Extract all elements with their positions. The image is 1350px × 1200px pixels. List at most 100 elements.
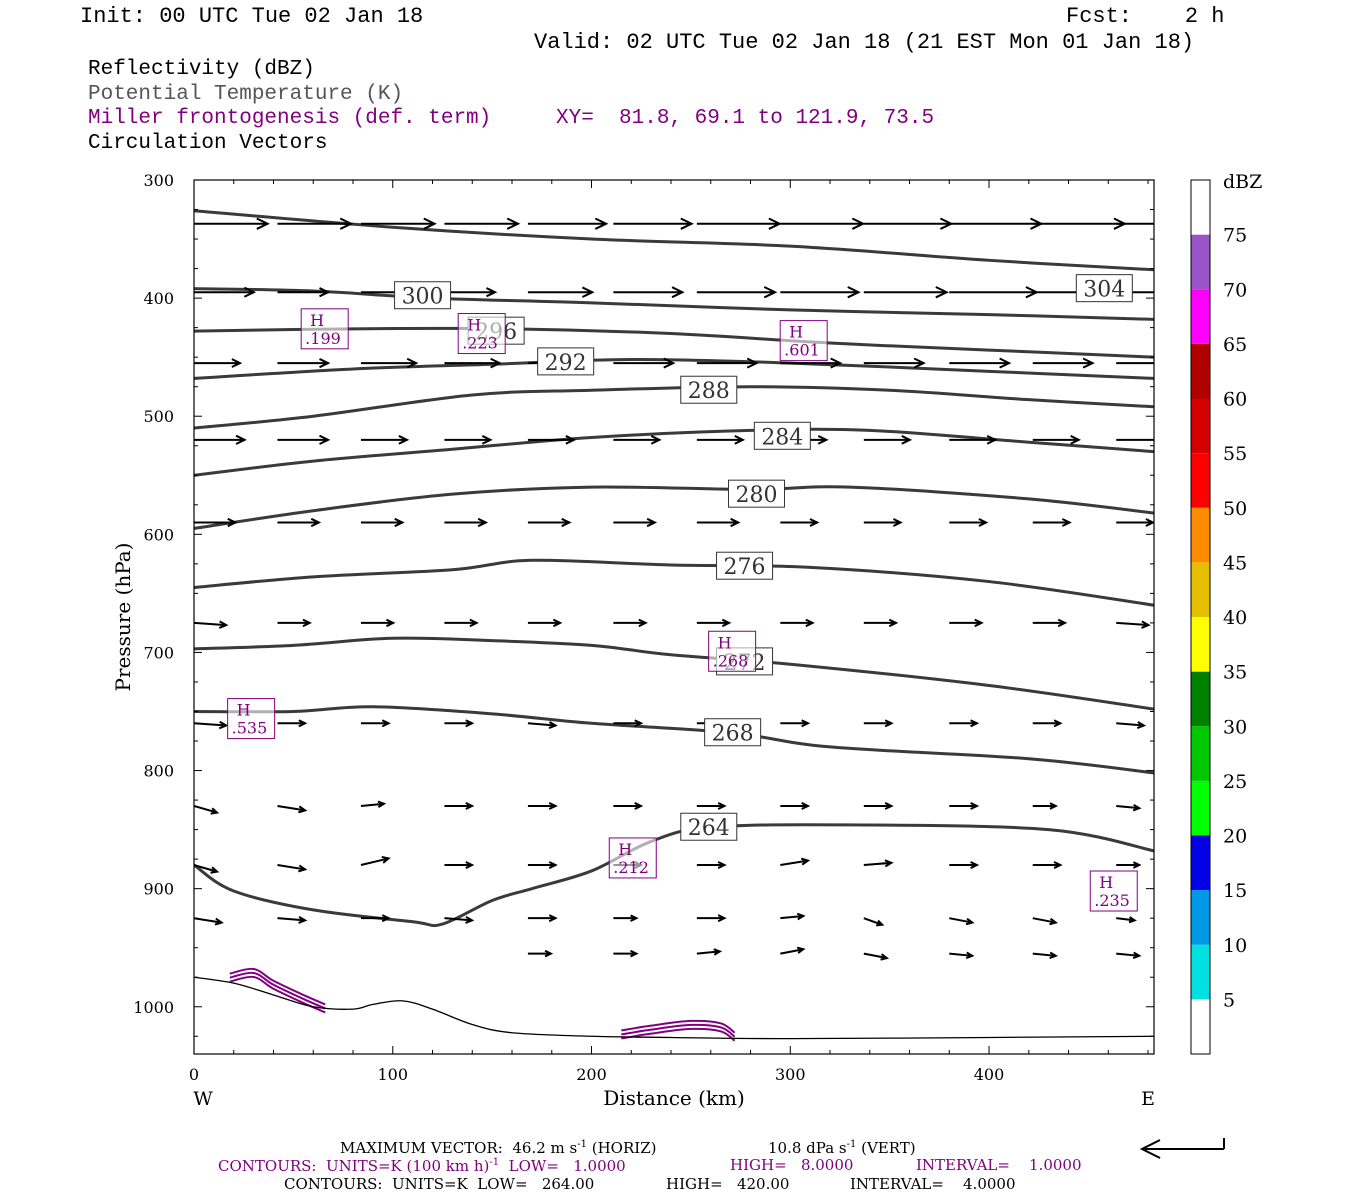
x-tick-label-100: 100	[377, 1065, 408, 1084]
footer-theta-contours: CONTOURS: UNITS=K LOW= 264.00	[284, 1175, 595, 1193]
vector-9-1	[277, 915, 308, 924]
x-tick-label-300: 300	[775, 1065, 806, 1084]
vector-5-4	[527, 618, 563, 628]
vector-6-1	[277, 719, 308, 728]
vector-10-5	[613, 949, 639, 958]
vector-2-6	[696, 357, 759, 369]
fronto-max-box-3	[708, 630, 757, 672]
x-axis-label: Distance (km)	[603, 1086, 745, 1110]
vector-6-0	[194, 720, 229, 730]
vector-7-5	[613, 802, 644, 810]
theta-label-box-268	[704, 718, 762, 747]
theta-contour-284	[194, 427, 1154, 477]
vector-2-5	[613, 357, 676, 369]
theta-label-box-276	[716, 551, 774, 580]
colorbar-label-55: 55	[1223, 443, 1247, 465]
legend-frontogenesis: Miller frontogenesis (def. term)	[88, 107, 492, 130]
vector-0-3	[444, 217, 521, 230]
colorbar-segment-6	[1191, 671, 1210, 727]
fronto-max-label-6: H	[1099, 873, 1113, 892]
theta-label-264: 264	[688, 816, 730, 841]
vector-7-0	[194, 805, 220, 815]
theta-labels: 304300296292288284280276272268264	[394, 274, 1133, 841]
theta-contour-268	[194, 705, 1154, 775]
vector-1-4	[527, 286, 595, 298]
axes: 300 400 500 600 700 800 900 1000 0 100 200 300 400	[133, 171, 1154, 1084]
legend-theta: Potential Temperature (K)	[88, 83, 404, 106]
colorbar-segment-1	[1191, 944, 1210, 1000]
reflectivity-contour-1-1	[621, 1023, 736, 1038]
vector-9-10	[1032, 917, 1059, 926]
y-tick-label-1000: 1000	[133, 998, 174, 1017]
vector-6-9	[949, 719, 980, 728]
cross-section-endpoints: XY= 81.8, 69.1 to 121.9, 73.5	[556, 107, 935, 130]
colorbar-segment-15	[1191, 180, 1210, 235]
colorbar-label-30: 30	[1223, 716, 1247, 738]
init-time: Init: 00 UTC Tue 02 Jan 18	[80, 4, 424, 29]
fronto-max-value-2: .601	[784, 341, 820, 360]
vector-6-5	[613, 719, 644, 728]
vector-8-0	[194, 864, 220, 874]
fronto-max-box-2	[779, 320, 828, 362]
vector-5-2	[360, 618, 396, 628]
vector-1-6	[696, 286, 778, 299]
legend-reflectivity: Reflectivity (dBZ)	[88, 58, 315, 81]
vector-0-8	[863, 217, 954, 230]
vector-0-6	[696, 217, 782, 230]
fronto-max-box-4	[227, 698, 276, 740]
vector-9-4	[527, 914, 558, 923]
colorbar-label-25: 25	[1223, 771, 1247, 793]
fronto-max-label-3: H	[718, 633, 732, 652]
vector-3-2	[360, 435, 410, 445]
reflectivity-contour-0-0	[229, 967, 326, 1006]
fronto-max-label-2: H	[789, 323, 803, 342]
vector-0-2	[360, 217, 437, 230]
vector-10-6	[696, 948, 723, 956]
colorbar: 5 10 15 20 25 30 35 40 45 50 55 60 65 70 75	[1190, 179, 1247, 1055]
fronto-max-value-1: .223	[462, 334, 498, 353]
vector-9-6	[696, 914, 727, 923]
vector-3-5	[613, 435, 662, 445]
theta-contour-304	[194, 209, 1154, 272]
fronto-max-box-6	[1089, 870, 1138, 912]
colorbar-label-15: 15	[1223, 880, 1247, 902]
vector-0-7	[780, 217, 866, 230]
colorbar-segment-2	[1191, 890, 1210, 945]
vector-1-9	[949, 286, 1039, 299]
vector-3-0	[194, 434, 247, 445]
fronto-max-value-3: .268	[713, 651, 749, 670]
fronto-max-label-0: H	[310, 311, 324, 330]
x-tick-label-400: 400	[974, 1065, 1005, 1084]
vector-4-1	[277, 517, 322, 528]
theta-label-284: 284	[761, 425, 803, 450]
theta-label-280: 280	[735, 483, 777, 508]
vector-8-10	[1032, 861, 1063, 869]
plot-frame	[193, 179, 1155, 1055]
vector-5-3	[444, 618, 479, 628]
vector-2-3	[444, 357, 502, 369]
theta-contour-292	[194, 358, 1154, 380]
footer-fronto-high: HIGH= 8.0000	[730, 1156, 854, 1174]
x-end-label-east: E	[1141, 1088, 1155, 1110]
colorbar-label-70: 70	[1223, 279, 1247, 301]
vector-10-11	[1116, 951, 1142, 960]
reflectivity-contour-0-1	[229, 971, 326, 1010]
colorbar-label-75: 75	[1223, 225, 1247, 247]
colorbar-label-20: 20	[1223, 826, 1247, 848]
vector-6-7	[780, 719, 811, 728]
vector-2-0	[194, 358, 243, 368]
vector-1-8	[863, 286, 949, 299]
vector-1-1	[277, 287, 331, 298]
vector-5-7	[780, 618, 815, 628]
vector-4-11	[1116, 518, 1154, 527]
vector-7-11	[1116, 803, 1142, 812]
reference-vector	[1139, 1138, 1225, 1159]
vector-9-7	[780, 912, 806, 921]
vector-7-2	[360, 800, 387, 808]
fronto-max-value-0: .199	[305, 329, 341, 348]
terrain-line	[194, 976, 1154, 1040]
colorbar-segment-7	[1191, 617, 1210, 672]
colorbar-label-35: 35	[1223, 662, 1247, 684]
vector-9-0	[194, 917, 224, 926]
vector-1-3	[444, 287, 498, 298]
